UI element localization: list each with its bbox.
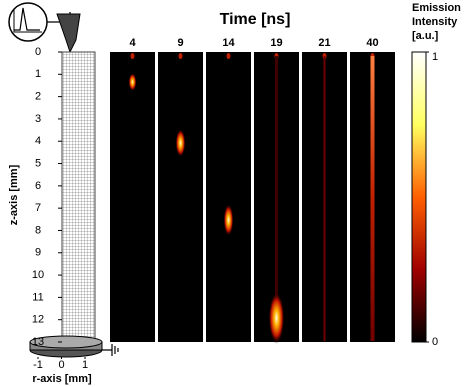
streak: [275, 56, 278, 306]
z-tick-label: 2: [35, 91, 41, 103]
time-label: 21: [318, 37, 330, 49]
z-tick-label: 0: [35, 46, 41, 58]
z-tick-label: 6: [35, 180, 41, 192]
mesh-column: [61, 51, 96, 343]
r-axis-label: r-axis [mm]: [32, 373, 92, 385]
z-tick-label: 11: [32, 291, 43, 303]
glow: [226, 53, 231, 59]
colorbar-tick-label: 1: [432, 51, 438, 63]
glow: [223, 204, 234, 236]
ground-plate: [29, 335, 119, 358]
colorbar: [411, 51, 427, 343]
emission-panel: [158, 52, 203, 342]
colorbar-tick-label: 0: [432, 336, 438, 348]
z-tick-label: 12: [32, 314, 44, 326]
streak: [370, 56, 375, 341]
z-tick-label: 3: [35, 113, 41, 125]
z-axis-label: z-axis [mm]: [8, 164, 20, 225]
time-label: 40: [366, 37, 378, 49]
z-tick-label: 8: [35, 224, 41, 236]
r-tick-label: 1: [82, 359, 88, 371]
glow: [178, 53, 183, 59]
z-tick-label: 7: [35, 202, 41, 214]
z-tick-label: 10: [32, 269, 44, 281]
colorbar-title: Intensity: [412, 16, 458, 28]
glow: [128, 73, 137, 91]
time-label: 9: [177, 37, 183, 49]
streak: [323, 56, 326, 341]
z-tick-label: 9: [35, 247, 41, 259]
time-label: 19: [270, 37, 282, 49]
z-tick-label: 13: [32, 336, 44, 348]
time-label: 4: [129, 37, 136, 49]
emission-images: [128, 53, 375, 344]
z-tick-label: 5: [35, 157, 41, 169]
z-tick-label: 4: [35, 135, 41, 147]
r-tick-label: 0: [58, 359, 64, 371]
r-tick-label: -1: [33, 359, 43, 371]
colorbar-title: [a.u.]: [412, 30, 439, 42]
glow: [268, 292, 285, 344]
colorbar-title: Emission: [412, 2, 461, 14]
glow: [130, 53, 135, 59]
z-tick-label: 1: [35, 68, 41, 80]
emission-panel: [110, 52, 155, 342]
time-label: 14: [222, 37, 235, 49]
glow: [175, 129, 186, 157]
electrode-icon: [8, 2, 81, 54]
emission-panel: [206, 52, 251, 342]
title: Time [ns]: [220, 11, 291, 28]
